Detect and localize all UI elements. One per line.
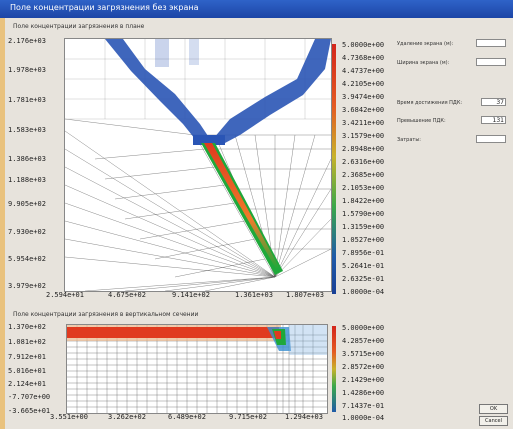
top-x-tick: 4.675e+02 — [108, 291, 146, 299]
bottom-legend-label: 4.2857e+00 — [342, 337, 385, 345]
top-legend-label: 4.4737e+00 — [342, 67, 385, 75]
top-y-tick: 1.583e+03 — [8, 126, 46, 134]
top-legend-label: 1.0527e+00 — [342, 236, 385, 244]
top-legend-label: 3.1579e+00 — [342, 132, 385, 140]
top-x-tick: 2.594e+01 — [46, 291, 84, 299]
screen-distance-field[interactable] — [476, 39, 506, 47]
top-y-tick: 9.905e+02 — [8, 200, 46, 208]
bottom-y-tick: -7.707e+00 — [8, 393, 51, 401]
time-to-limit-field[interactable]: 37 — [481, 98, 506, 106]
top-legend-label: 2.8948e+00 — [342, 145, 385, 153]
bottom-legend-label: 3.5715e+00 — [342, 350, 385, 358]
bottom-legend-label: 2.1429e+00 — [342, 376, 385, 384]
bottom-x-tick: 3.551e+00 — [50, 413, 88, 421]
top-mesh — [64, 118, 332, 292]
bottom-x-tick: 6.489e+02 — [168, 413, 206, 421]
top-legend-label: 2.6316e+00 — [342, 158, 385, 166]
bottom-y-tick: -3.665e+01 — [8, 407, 51, 415]
costs-label: Затраты: — [397, 137, 421, 143]
top-x-tick: 1.807e+03 — [286, 291, 324, 299]
top-legend-label: 1.8422e+00 — [342, 197, 385, 205]
top-legend-label: 7.8956e-01 — [342, 249, 385, 257]
top-plan-plot — [64, 38, 332, 292]
top-y-tick: 5.954e+02 — [8, 255, 46, 263]
top-plot-canvas — [64, 39, 332, 292]
top-legend-label: 5.2641e-01 — [342, 262, 385, 270]
top-legend-label: 4.2105e+00 — [342, 80, 385, 88]
limit-excess-field[interactable]: 131 — [481, 116, 506, 124]
bottom-x-tick: 1.294e+03 — [285, 413, 323, 421]
bottom-y-tick: 7.912e+01 — [8, 353, 46, 361]
top-y-tick: 3.979e+02 — [8, 282, 46, 290]
top-x-tick: 1.361e+03 — [235, 291, 273, 299]
bottom-y-tick: 1.370e+02 — [8, 323, 46, 331]
top-legend-label: 4.7368e+00 — [342, 54, 385, 62]
top-legend-label: 5.0000e+00 — [342, 41, 385, 49]
top-legend-label: 3.4211e+00 — [342, 119, 385, 127]
bottom-section-plot — [66, 324, 328, 414]
costs-field[interactable] — [476, 135, 506, 143]
top-legend-label: 1.0000e-04 — [342, 288, 385, 296]
top-y-tick: 1.781e+03 — [8, 96, 46, 104]
bottom-x-tick: 3.262e+02 — [108, 413, 146, 421]
bottom-plume — [67, 325, 327, 355]
screen-distance-label: Удаление экрана (м): — [397, 41, 454, 47]
bottom-plot-canvas — [67, 325, 327, 413]
cancel-button[interactable]: Cancel — [479, 416, 508, 426]
ok-button[interactable]: OK — [479, 404, 508, 414]
bottom-legend-label: 1.0000e-04 — [342, 414, 385, 422]
bottom-x-tick: 9.715e+02 — [229, 413, 267, 421]
top-legend-label: 3.6842e+00 — [342, 106, 385, 114]
top-legend-label: 2.1053e+00 — [342, 184, 385, 192]
bottom-legend-label: 7.1437e-01 — [342, 402, 385, 410]
bottom-legend-label: 1.4286e+00 — [342, 389, 385, 397]
top-legend-label: 2.6325e-01 — [342, 275, 385, 283]
bottom-panel-title: Поле концентрации загрязнения в вертикал… — [13, 311, 199, 318]
top-y-tick: 7.930e+02 — [8, 228, 46, 236]
window-title: Поле концентрации загрязнения без экрана — [10, 3, 199, 12]
top-x-tick: 9.141e+02 — [172, 291, 210, 299]
bottom-colorbar — [332, 326, 336, 412]
top-plume — [201, 143, 283, 275]
top-legend-label: 1.5790e+00 — [342, 210, 385, 218]
top-y-tick: 2.176e+03 — [8, 37, 46, 45]
screen-width-field[interactable] — [476, 58, 506, 66]
top-legend-label: 2.3685e+00 — [342, 171, 385, 179]
limit-excess-label: Превышение ПДК: — [397, 118, 446, 124]
screen-width-label: Ширина экрана (м): — [397, 60, 450, 66]
top-y-tick: 1.188e+03 — [8, 176, 46, 184]
top-panel-title: Поле концентрации загрязнения в плане — [13, 23, 145, 30]
bottom-legend-label: 5.0000e+00 — [342, 324, 385, 332]
title-bar[interactable]: Поле концентрации загрязнения без экрана — [0, 0, 513, 18]
top-legend-label: 1.3159e+00 — [342, 223, 385, 231]
top-colorbar — [332, 44, 336, 294]
top-y-tick: 1.386e+03 — [8, 155, 46, 163]
bottom-legend-label: 2.8572e+00 — [342, 363, 385, 371]
bottom-y-tick: 1.081e+02 — [8, 338, 46, 346]
top-y-tick: 1.978e+03 — [8, 66, 46, 74]
bottom-y-tick: 5.016e+01 — [8, 367, 46, 375]
time-to-limit-label: Время достижения ПДК: — [397, 100, 463, 106]
bottom-y-tick: 2.124e+01 — [8, 380, 46, 388]
top-contamination-zone — [105, 39, 331, 145]
top-legend-label: 3.9474e+00 — [342, 93, 385, 101]
window-left-border — [0, 18, 5, 429]
